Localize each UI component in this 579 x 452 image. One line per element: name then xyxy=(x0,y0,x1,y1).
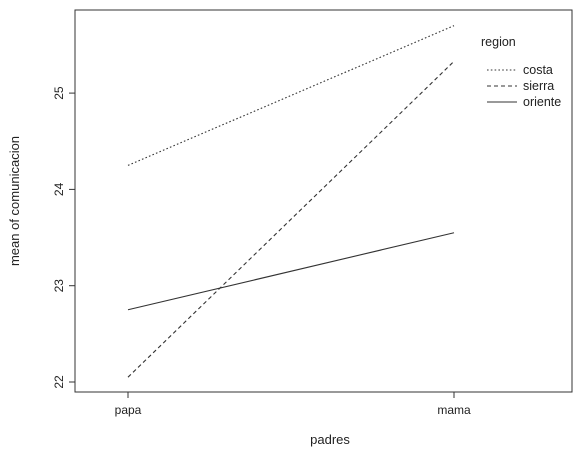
legend-title: region xyxy=(481,35,516,49)
y-tick-label: 23 xyxy=(52,279,66,293)
x-axis-title: padres xyxy=(310,432,350,447)
x-axis: papa mama xyxy=(115,392,471,417)
legend-entries: costa sierra oriente xyxy=(487,63,561,109)
y-tick-label: 25 xyxy=(52,86,66,100)
legend-label-costa: costa xyxy=(523,63,553,77)
series-line-oriente xyxy=(127,232,455,311)
legend-label-sierra: sierra xyxy=(523,79,554,93)
y-axis: 22 23 24 25 xyxy=(52,86,75,389)
series-lines xyxy=(127,25,455,378)
y-tick-label: 24 xyxy=(52,182,66,196)
series-line-sierra xyxy=(127,60,455,378)
y-tick-label: 22 xyxy=(52,375,66,389)
legend-label-oriente: oriente xyxy=(523,95,561,109)
x-tick-label: mama xyxy=(437,403,471,417)
series-line-costa xyxy=(127,25,455,166)
plot-frame xyxy=(74,9,573,393)
x-tick-label: papa xyxy=(115,403,142,417)
y-axis-title: mean of comunicacion xyxy=(7,136,22,266)
legend: region costa sierra oriente xyxy=(481,35,561,109)
